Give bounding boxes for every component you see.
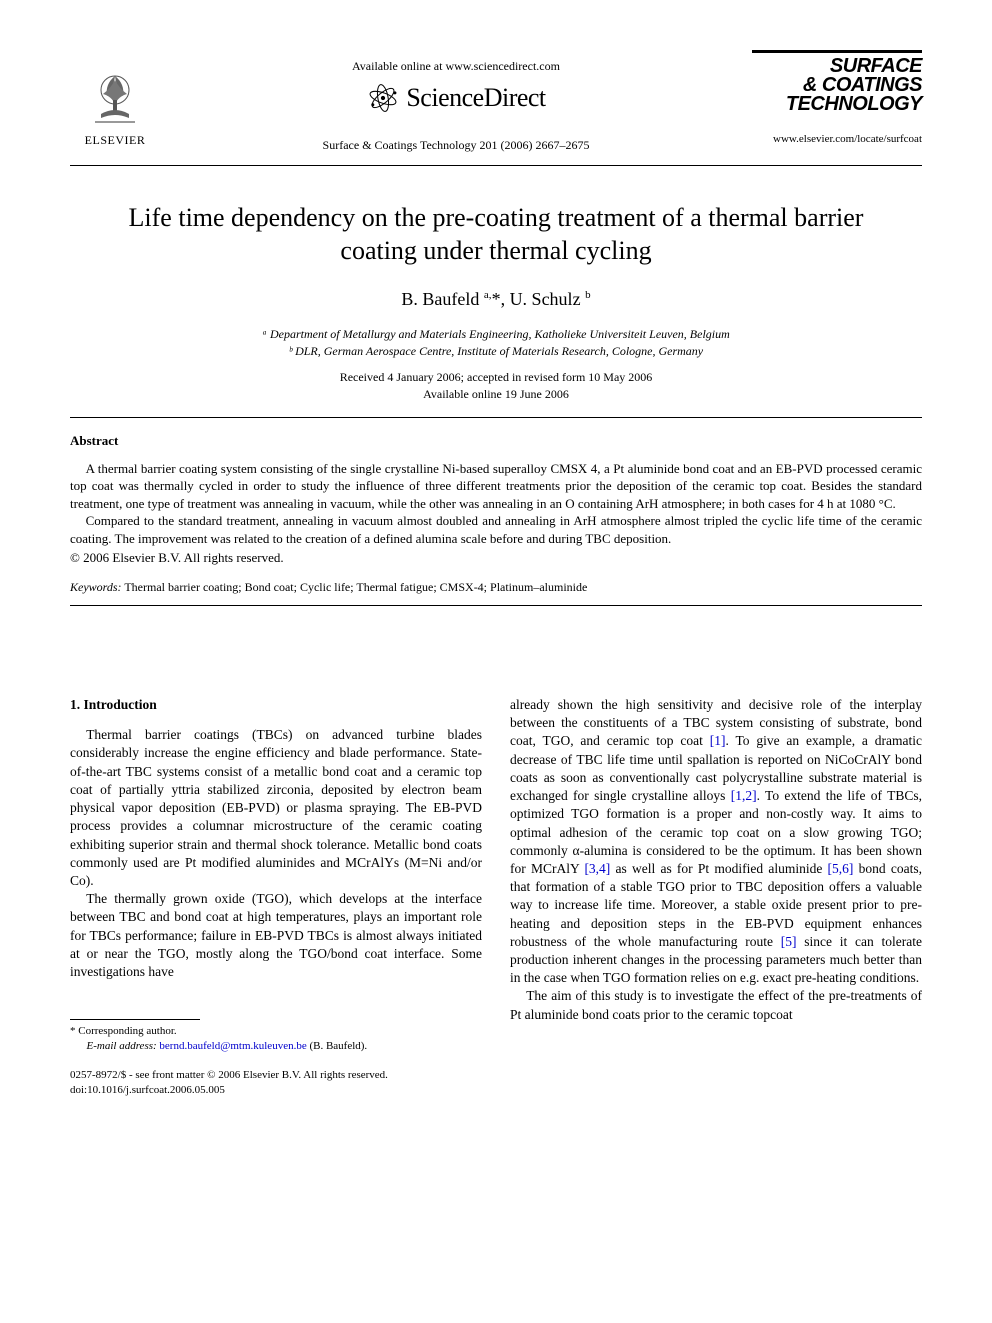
body-paragraph: The aim of this study is to investigate … [510, 987, 922, 1023]
abstract-body: A thermal barrier coating system consist… [70, 460, 922, 548]
body-columns: 1. Introduction Thermal barrier coatings… [70, 696, 922, 1098]
corresponding-author: * Corresponding author. [70, 1024, 482, 1039]
body-paragraph: The thermally grown oxide (TGO), which d… [70, 890, 482, 981]
body-text: Thermal barrier coatings (TBCs) on advan… [70, 727, 482, 888]
citation-link[interactable]: [5] [781, 934, 797, 949]
journal-reference: Surface & Coatings Technology 201 (2006)… [160, 137, 752, 153]
body-paragraph: already shown the high sensitivity and d… [510, 696, 922, 988]
affiliations: ᵃ Department of Metallurgy and Materials… [70, 326, 922, 360]
section-heading: 1. Introduction [70, 696, 482, 714]
available-online-text: Available online at www.sciencedirect.co… [160, 58, 752, 74]
sd-atom-icon [366, 81, 400, 115]
keywords: Keywords: Thermal barrier coating; Bond … [70, 579, 922, 595]
journal-logo: SURFACE & COATINGS TECHNOLOGY [752, 50, 922, 114]
corresponding-footer: * Corresponding author. E-mail address: … [70, 1019, 482, 1097]
keywords-text: Thermal barrier coating; Bond coat; Cycl… [122, 580, 588, 594]
citation-link[interactable]: [1,2] [731, 788, 757, 803]
body-text: The aim of this study is to investigate … [510, 988, 922, 1021]
journal-header: ELSEVIER Available online at www.science… [70, 50, 922, 153]
journal-logo-line: TECHNOLOGY [752, 95, 922, 114]
citation-link[interactable]: [5,6] [828, 861, 854, 876]
affiliation-b: ᵇ DLR, German Aerospace Centre, Institut… [70, 343, 922, 360]
publisher-name: ELSEVIER [85, 132, 146, 148]
copyright-line: © 2006 Elsevier B.V. All rights reserved… [70, 549, 922, 567]
left-column: 1. Introduction Thermal barrier coatings… [70, 696, 482, 1098]
email-line: E-mail address: bernd.baufeld@mtm.kuleuv… [70, 1039, 482, 1054]
abstract-top-rule [70, 417, 922, 418]
sciencedirect-logo: ScienceDirect [366, 80, 545, 115]
elsevier-tree-icon [85, 70, 145, 130]
doi-line: doi:10.1016/j.surfcoat.2006.05.005 [70, 1083, 482, 1098]
abstract-paragraph: A thermal barrier coating system consist… [70, 460, 922, 513]
center-header: Available online at www.sciencedirect.co… [160, 50, 752, 153]
authors: B. Baufeld a,*, U. Schulz b [70, 287, 922, 311]
sciencedirect-text: ScienceDirect [406, 80, 545, 115]
citation-link[interactable]: [3,4] [584, 861, 610, 876]
email-tail: (B. Baufeld). [307, 1040, 367, 1052]
body-text: The thermally grown oxide (TGO), which d… [70, 891, 482, 979]
body-paragraph: Thermal barrier coatings (TBCs) on advan… [70, 726, 482, 890]
email-label: E-mail address: [87, 1040, 157, 1052]
issn-line: 0257-8972/$ - see front matter © 2006 El… [70, 1068, 482, 1083]
received-accepted-line: Received 4 January 2006; accepted in rev… [70, 369, 922, 386]
keywords-label: Keywords: [70, 580, 122, 594]
footer-rule [70, 1019, 200, 1020]
journal-logo-block: SURFACE & COATINGS TECHNOLOGY www.elsevi… [752, 50, 922, 147]
affiliation-a: ᵃ Department of Metallurgy and Materials… [70, 326, 922, 343]
article-dates: Received 4 January 2006; accepted in rev… [70, 369, 922, 403]
abstract-heading: Abstract [70, 432, 922, 450]
publisher-logo-block: ELSEVIER [70, 50, 160, 148]
header-rule [70, 165, 922, 166]
email-address[interactable]: bernd.baufeld@mtm.kuleuven.be [159, 1040, 306, 1052]
article-title: Life time dependency on the pre-coating … [110, 202, 882, 267]
citation-link[interactable]: [1] [710, 733, 726, 748]
body-text: as well as for Pt modified aluminide [610, 861, 827, 876]
journal-url: www.elsevier.com/locate/surfcoat [752, 132, 922, 147]
right-column: already shown the high sensitivity and d… [510, 696, 922, 1098]
abstract-bottom-rule [70, 605, 922, 606]
available-online-line: Available online 19 June 2006 [70, 386, 922, 403]
abstract-paragraph: Compared to the standard treatment, anne… [70, 512, 922, 547]
